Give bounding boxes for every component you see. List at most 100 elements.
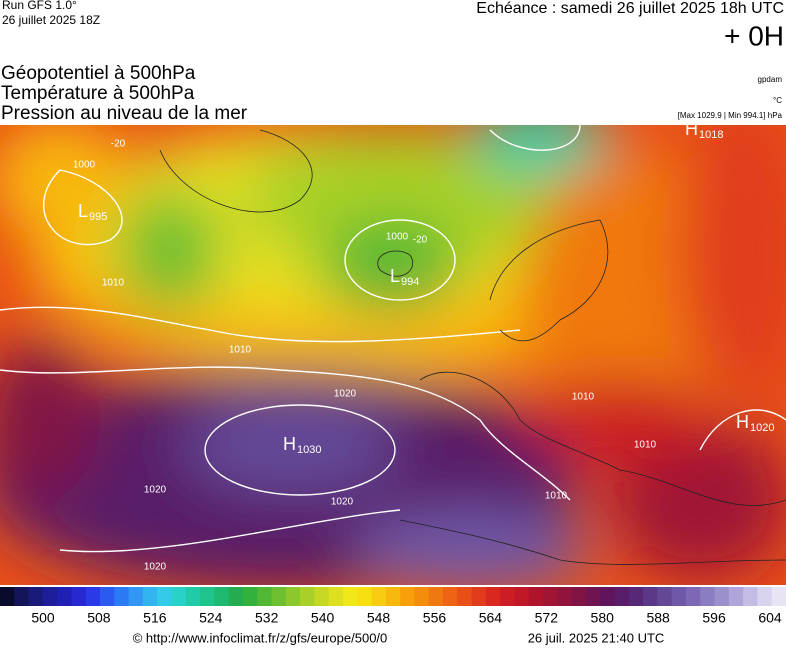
color-swatch (571, 587, 587, 606)
color-swatch (700, 587, 716, 606)
colorbar-tick-label: 580 (591, 610, 615, 626)
isobar-label: 1020 (144, 562, 167, 573)
layer: Géopotentiel à 500hPa (1, 63, 196, 84)
color-swatch (0, 587, 15, 606)
isobar-label: 1010 (102, 278, 125, 289)
colorbar-tick-label: 572 (535, 610, 559, 626)
echeance: Echéance : samedi 26 juillet 2025 18h UT… (476, 0, 784, 17)
color-swatch (28, 587, 44, 606)
colorbar-tick-label: 524 (199, 610, 223, 626)
colorbar-tick-label: 556 (423, 610, 447, 626)
color-swatch (500, 587, 515, 606)
color-swatch (200, 587, 215, 606)
isobar-label: 1010 (545, 491, 568, 502)
color-swatch (257, 587, 273, 606)
isobar-label: 1020 (331, 497, 354, 508)
color-swatch (685, 587, 701, 606)
isobar-label: 1010 (572, 392, 595, 403)
unit: [Max 1029.9 | Min 994.1] hPa (678, 111, 783, 120)
center-kind: L (78, 201, 88, 221)
color-swatch (600, 587, 616, 606)
isobar-label: 1000 (73, 160, 96, 171)
color-swatch (443, 587, 458, 606)
color-swatch (57, 587, 72, 606)
center-kind: H (283, 434, 296, 454)
center-kind: H (736, 412, 749, 432)
colorbar-tick-label: 564 (479, 610, 503, 626)
color-swatch (385, 587, 401, 606)
colorbar-tick-label: 516 (143, 610, 167, 626)
color-swatch (614, 587, 630, 606)
color-swatch (285, 587, 301, 606)
colorbar: 500 508 516 524 532 540 548 556 564 572 580 588 596 6… (0, 587, 786, 626)
color-swatch (471, 587, 487, 606)
color-swatch (543, 587, 558, 606)
color-swatch (628, 587, 644, 606)
colorbar-tick-label: 540 (311, 610, 335, 626)
colorbar-tick-label: 532 (255, 610, 279, 626)
isobar-label: 1010 (229, 345, 252, 356)
color-swatch (771, 587, 786, 606)
color-swatch (228, 587, 244, 606)
color-swatch (585, 587, 601, 606)
unit: gpdam (758, 75, 783, 84)
color-swatch (728, 587, 744, 606)
color-swatch (185, 587, 201, 606)
isobar-label: 1010 (634, 440, 657, 451)
center-value: 1030 (297, 444, 321, 456)
color-swatch (485, 587, 501, 606)
color-swatch (428, 587, 444, 606)
colorbar-tick-label: 604 (758, 610, 782, 626)
color-swatch (714, 587, 730, 606)
color-swatch (157, 587, 172, 606)
isobar-label: 1020 (334, 389, 357, 400)
colorbar-tick-label: 548 (367, 610, 391, 626)
center-value: 994 (401, 276, 419, 288)
color-swatch (757, 587, 773, 606)
generated: 26 juil. 2025 21:40 UTC (528, 630, 665, 645)
color-swatch (743, 587, 758, 606)
color-swatch (657, 587, 673, 606)
source: © http://www.infoclimat.fr/z/gfs/europe/… (133, 630, 388, 645)
colorbar-tick-label: 588 (646, 610, 670, 626)
layer: Pression au niveau de la mer (1, 103, 248, 124)
center-kind: H (685, 119, 698, 139)
color-swatch (85, 587, 101, 606)
color-swatch (14, 587, 30, 606)
layer: Température à 500hPa (1, 83, 195, 104)
color-swatch (128, 587, 144, 606)
color-swatch (671, 587, 687, 606)
color-swatch (643, 587, 658, 606)
color-swatch (242, 587, 258, 606)
color-swatch (271, 587, 287, 606)
color-swatch (42, 587, 58, 606)
color-swatch (528, 587, 544, 606)
color-swatch (214, 587, 230, 606)
color-swatch (414, 587, 430, 606)
color-swatch (400, 587, 415, 606)
color-swatch (342, 587, 358, 606)
color-swatch (557, 587, 573, 606)
color-swatch (114, 587, 130, 606)
isobar-label: 1000 (386, 232, 409, 243)
color-swatch (100, 587, 115, 606)
center-kind: L (390, 266, 400, 286)
color-swatch (514, 587, 530, 606)
isobar-label: 1020 (144, 485, 167, 496)
isobar-label: -20 (413, 235, 428, 246)
run-date: 26 juillet 2025 18Z (2, 13, 100, 27)
center-value: 995 (89, 211, 107, 223)
color-swatch (328, 587, 344, 606)
unit: °C (773, 96, 782, 105)
color-swatch (171, 587, 187, 606)
run: Run GFS 1.0° (2, 0, 77, 12)
colorbar-tick-label: 500 (31, 610, 55, 626)
offset: + 0H (724, 20, 784, 51)
color-swatch (314, 587, 330, 606)
color-swatch (300, 587, 315, 606)
color-swatch (142, 587, 158, 606)
colorbar-tick-label: 596 (702, 610, 726, 626)
